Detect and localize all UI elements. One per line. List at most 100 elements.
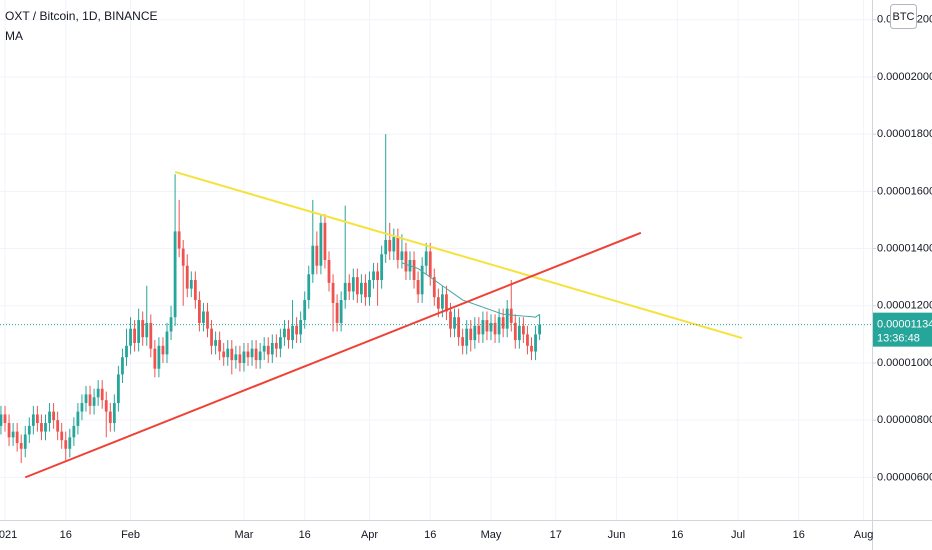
candle-body [72, 425, 76, 438]
trend-line [174, 170, 743, 340]
candle-body [137, 320, 141, 343]
candle-body [0, 414, 3, 426]
last-price-label: 0.00001134 [877, 319, 932, 331]
candle-body [84, 394, 88, 404]
candle-body [505, 308, 509, 329]
candle-body [428, 251, 432, 278]
currency-button[interactable]: BTC [890, 4, 917, 29]
candle-body [165, 331, 169, 355]
candle-body [145, 322, 149, 338]
candle-body [530, 345, 533, 352]
candle-body [327, 260, 331, 283]
candle-body [36, 414, 39, 424]
candle-body [52, 411, 55, 421]
candle-body [453, 317, 456, 329]
candle-body [473, 325, 477, 341]
candle-body [279, 337, 282, 349]
x-tick-label: Apr [361, 529, 378, 541]
candle-body [323, 222, 327, 260]
candle-body [108, 411, 112, 424]
candle-body [404, 251, 408, 272]
candle-body [121, 357, 124, 375]
y-tick-label: 0.00001000 [877, 357, 932, 369]
candle-body [161, 345, 165, 355]
candle-body [80, 403, 84, 412]
currency-button-frame[interactable] [890, 4, 917, 29]
y-tick-label: 0.00001400 [877, 242, 932, 254]
ma-line [401, 262, 540, 318]
indicator-label: MA [5, 29, 23, 43]
candle-body [125, 345, 128, 358]
candle-body [117, 374, 120, 404]
candle-body [477, 325, 481, 335]
last-price-box [873, 312, 932, 347]
x-tick-label: Jul [731, 529, 745, 541]
candle-body [23, 434, 27, 449]
candle-body [238, 354, 242, 363]
x-tick-label: 16 [671, 529, 683, 541]
chart-title: OXT / Bitcoin, 1D, BINANCE [5, 9, 158, 23]
candle-body [157, 345, 161, 369]
y-tick-label: 0.00000600 [877, 471, 932, 483]
candle-body [351, 277, 355, 292]
candle-body [76, 411, 80, 426]
y-tick-label: 0.00002000 [877, 71, 932, 83]
candle-body [497, 317, 501, 335]
candle-body [343, 282, 347, 301]
candle-body [112, 403, 116, 424]
candle-body [469, 328, 473, 341]
countdown-label: 13:36:48 [877, 333, 920, 345]
candle-body [202, 311, 205, 323]
candle-body [303, 300, 307, 321]
candle-body [274, 342, 278, 349]
candle-body [129, 328, 132, 346]
candle-body [311, 245, 315, 275]
candle-body [270, 342, 274, 355]
candle-body [96, 388, 100, 398]
candle-body [214, 340, 217, 346]
candle-body [449, 311, 452, 329]
x-tick-label: Feb [121, 529, 140, 541]
candle-body [412, 260, 416, 281]
candle-body [88, 394, 92, 406]
candle-body [355, 277, 359, 295]
candle-body [299, 320, 303, 335]
candle-body [230, 348, 234, 361]
candle-body [173, 231, 177, 318]
candle-body [335, 302, 339, 323]
candle-body [396, 237, 400, 260]
candle-body [384, 239, 388, 255]
candle-body [364, 282, 367, 298]
trend-line [24, 231, 642, 479]
candle-body [360, 282, 363, 295]
candle-body [218, 340, 222, 352]
candle-body [198, 300, 201, 323]
currency-button-label[interactable]: BTC [893, 11, 915, 23]
candle-body [133, 328, 136, 343]
candle-body [489, 322, 493, 332]
candle-body [189, 280, 193, 289]
candle-body [538, 324, 541, 335]
candle-body [48, 411, 51, 424]
grid [0, 0, 872, 520]
candle-body [513, 322, 517, 341]
candle-body [15, 431, 19, 444]
candle-body [56, 420, 60, 432]
candle-body [44, 423, 47, 432]
candle-body [315, 245, 319, 266]
candle-body [266, 345, 270, 355]
candle-body [436, 297, 440, 309]
candle-body [242, 351, 246, 363]
candle-body [287, 328, 290, 341]
candle-body [517, 325, 521, 341]
candle-body [347, 282, 351, 292]
candle-body [432, 277, 436, 298]
x-tick-label: Mar [234, 529, 253, 541]
x-tick-label: 16 [793, 529, 805, 541]
candle-body [526, 334, 529, 346]
axes: 0.00000600 0.00000800 0.00001000 0.00001200… [0, 14, 932, 541]
candle-body [372, 271, 375, 281]
candle-body [522, 325, 525, 335]
candle-body [68, 437, 72, 449]
